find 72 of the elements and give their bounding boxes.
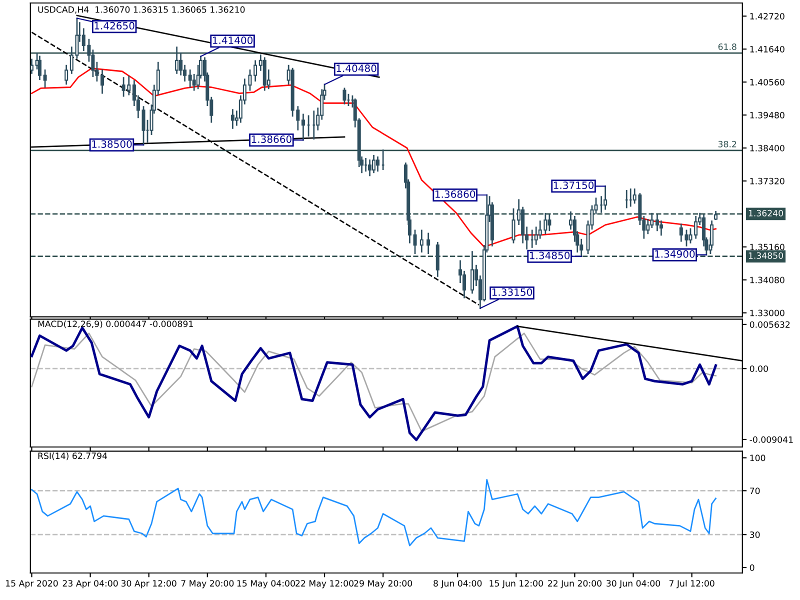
annotation: 1.40480 (336, 64, 376, 72)
x-tick-label: 22 Jun 20:00 (548, 580, 602, 588)
candlestick (372, 154, 376, 174)
annotation: 1.34900 (655, 250, 695, 258)
chart-title: RSI(14) 62.7794 (38, 452, 108, 460)
annotation: 1.34850 (530, 252, 570, 260)
annotation: 1.36860 (436, 190, 476, 198)
candlestick (710, 220, 714, 248)
x-tick-label: 15 Jun 12:00 (490, 580, 543, 588)
candlestick (684, 230, 688, 246)
annotation: 1.41400 (212, 36, 253, 44)
annotation: 1.38500 (92, 140, 132, 148)
y-tick-label: 100 (750, 454, 766, 462)
x-tick-label: 29 May 20:00 (354, 580, 412, 588)
y-tick-label: 1.41640 (750, 46, 784, 52)
candlestick (548, 214, 552, 232)
candlestick (301, 114, 305, 141)
candlestick (470, 251, 474, 294)
x-tick-label: 23 Apr 04:00 (62, 580, 118, 588)
candlestick (604, 185, 608, 210)
y-tick-label: 1.35160 (750, 244, 784, 250)
x-tick-label: 7 May 20:00 (181, 580, 234, 588)
y-tick-label: 1.38400 (750, 144, 784, 152)
y-tick-label: 1.40560 (750, 78, 784, 86)
candlestick (64, 64, 68, 85)
candlestick (142, 106, 146, 146)
candlestick (368, 160, 372, 176)
chart-title: MACD(12,26,9) 0.000447 -0.000891 (38, 320, 193, 328)
candlestick (38, 56, 42, 80)
candlestick (100, 69, 104, 94)
candlestick (413, 230, 417, 254)
annotation: 1.33150 (492, 288, 532, 296)
y-tick-label: 1.34080 (750, 276, 784, 284)
candlestick (188, 69, 192, 88)
x-tick-label: 15 Apr 2020 (6, 580, 58, 588)
x-tick-label: 30 Apr 12:00 (121, 580, 176, 588)
annotation: 1.42650 (94, 22, 134, 30)
annotation: 61.8 (718, 43, 736, 50)
ref-line-label: 1.34850 (748, 252, 783, 259)
candlestick (43, 69, 47, 88)
x-tick-label: 7 Jul 12:00 (669, 580, 714, 588)
candlestick (342, 88, 346, 104)
x-tick-label: 8 Jun 04:00 (434, 580, 482, 588)
candlestick (230, 109, 234, 129)
y-tick-label: 0 (750, 564, 754, 571)
y-tick-label: 1.42720 (750, 13, 784, 20)
candlestick (512, 208, 516, 244)
candlestick (679, 224, 683, 242)
candlestick (175, 46, 179, 74)
y-tick-label: 1.37320 (750, 178, 784, 184)
line-series (31, 479, 716, 546)
annotation: 1.37150 (554, 181, 594, 190)
candlestick (426, 232, 430, 254)
x-tick-label: 30 Jun 04:00 (606, 580, 660, 588)
candlestick (376, 156, 380, 172)
annotation: 38.2 (718, 140, 736, 148)
annotation: 1.38660 (252, 135, 292, 143)
y-tick-label: 30 (750, 531, 760, 538)
candlestick (254, 60, 258, 82)
y-tick-label: -0.009041 (750, 436, 793, 443)
chart-title: USDCAD,H4 1.36070 1.36315 1.36065 1.36210 (38, 6, 245, 14)
ref-line-label: 1.36240 (748, 210, 783, 216)
x-tick-label: 22 May 12:00 (296, 580, 354, 588)
candlestick (30, 58, 34, 74)
candlestick (420, 230, 424, 252)
x-tick-label: 15 May 04:00 (237, 580, 295, 588)
y-tick-label: 1.33000 (750, 310, 784, 316)
y-tick-label: 0.00 (750, 365, 768, 372)
candlestick (655, 214, 659, 232)
y-tick-label: 70 (750, 488, 760, 494)
y-tick-label: 1.39480 (750, 112, 784, 118)
y-tick-label: 0.005632 (750, 321, 790, 328)
